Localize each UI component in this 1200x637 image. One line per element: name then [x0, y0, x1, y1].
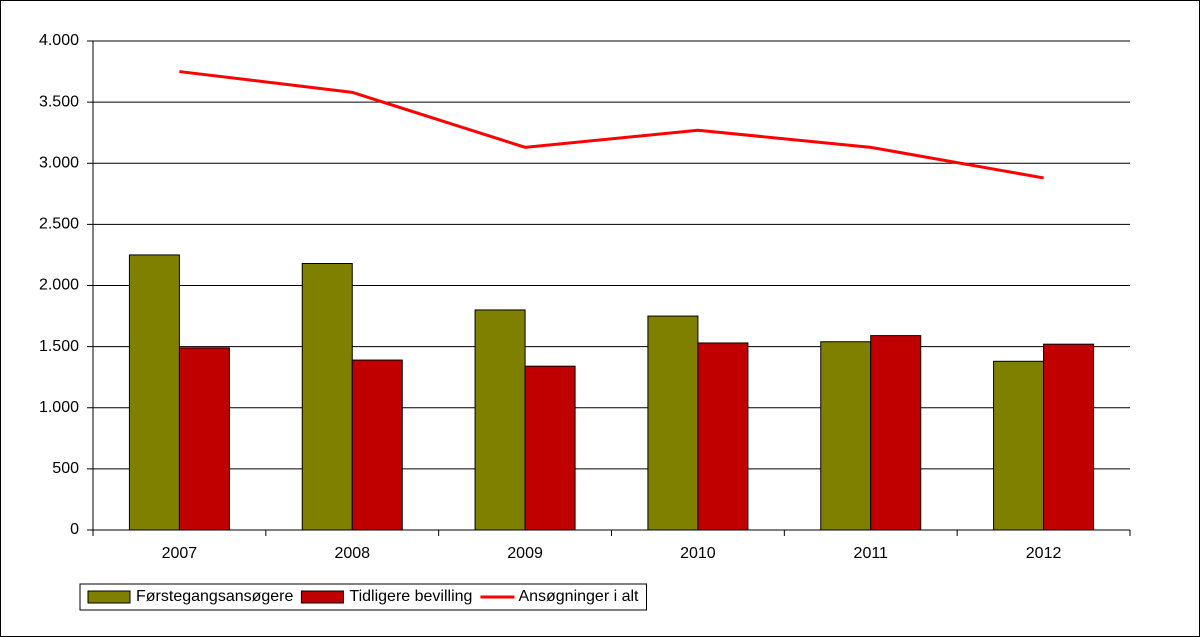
y-tick-label: 500 [52, 460, 79, 477]
y-tick-label: 3.000 [39, 154, 79, 171]
x-tick-label: 2009 [507, 545, 543, 562]
x-tick-label: 2012 [1026, 545, 1062, 562]
bar [128, 254, 180, 531]
bar [178, 347, 230, 531]
y-tick-label: 2.000 [39, 277, 79, 294]
x-tick-label: 2008 [334, 545, 370, 562]
legend-label: Ansøgninger i alt [518, 588, 639, 605]
bar [870, 335, 922, 531]
bar [301, 262, 353, 531]
x-tick-label: 2010 [680, 545, 716, 562]
legend-swatch [300, 590, 344, 604]
bar [1043, 343, 1095, 531]
legend-label: Tidligere bevilling [349, 588, 472, 605]
line-series [179, 70, 1044, 180]
x-tick-label: 2011 [854, 545, 889, 562]
bar [697, 342, 749, 531]
bar [647, 315, 699, 531]
y-tick-label: 0 [70, 521, 79, 538]
y-tick-label: 4.000 [39, 32, 79, 49]
y-tick-label: 3.500 [39, 93, 79, 110]
y-tick-label: 1.000 [39, 399, 79, 416]
y-tick-label: 2.500 [39, 216, 79, 233]
legend-label: Førstegangsansøgere [136, 588, 294, 605]
bar [820, 341, 872, 531]
bar [351, 359, 403, 531]
bar [474, 309, 526, 531]
bar [993, 360, 1045, 531]
bar [524, 365, 576, 531]
legend-swatch [87, 590, 131, 604]
y-tick-label: 1.500 [39, 338, 79, 355]
legend [79, 583, 647, 611]
x-tick-label: 2007 [162, 545, 198, 562]
